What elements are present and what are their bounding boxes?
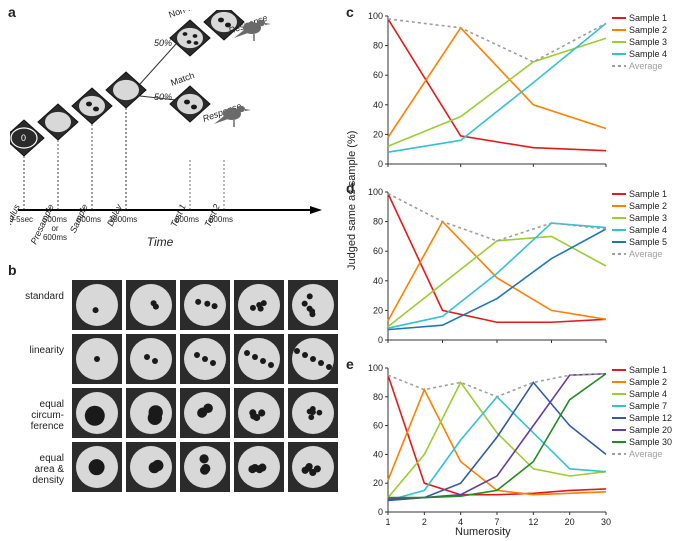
svg-text:Non-Match: Non-Match — [167, 10, 212, 20]
svg-text:Sample 5: Sample 5 — [629, 237, 667, 247]
stimulus-cell — [234, 334, 284, 384]
svg-text:20: 20 — [373, 129, 383, 139]
svg-text:Average: Average — [629, 249, 662, 259]
svg-text:Match: Match — [169, 70, 195, 88]
svg-text:40: 40 — [373, 449, 383, 459]
svg-text:50%: 50% — [154, 92, 172, 102]
svg-text:0: 0 — [378, 335, 383, 345]
svg-text:Sample 12: Sample 12 — [629, 413, 672, 423]
svg-text:2: 2 — [422, 517, 427, 527]
svg-text:800ms: 800ms — [209, 215, 233, 224]
svg-text:1: 1 — [385, 517, 390, 527]
stimulus-cell — [126, 388, 176, 438]
stimulus-cell — [234, 280, 284, 330]
svg-text:60: 60 — [373, 70, 383, 80]
y-axis-label: Judged same as sample (%) — [346, 131, 358, 270]
svg-text:30: 30 — [601, 517, 611, 527]
svg-text:Sample 3: Sample 3 — [629, 213, 667, 223]
svg-text:Go-Stimulus: Go-Stimulus — [10, 202, 22, 252]
svg-text:60: 60 — [373, 246, 383, 256]
stimulus-cell — [288, 442, 338, 492]
svg-text:40: 40 — [373, 276, 383, 286]
svg-text:50%: 50% — [154, 38, 172, 48]
stimulus-cell — [180, 334, 230, 384]
stimulus-cell — [72, 334, 122, 384]
stimulus-cell — [72, 280, 122, 330]
svg-text:20: 20 — [373, 305, 383, 315]
svg-text:80: 80 — [373, 41, 383, 51]
stimulus-row-label: standard — [10, 291, 64, 302]
svg-text:Sample 1: Sample 1 — [629, 365, 667, 375]
stimulus-cell — [288, 334, 338, 384]
svg-text:100: 100 — [368, 11, 383, 21]
svg-text:Sample 4: Sample 4 — [629, 225, 667, 235]
svg-text:60: 60 — [373, 421, 383, 431]
stimulus-cell — [234, 442, 284, 492]
svg-text:80: 80 — [373, 392, 383, 402]
svg-text:40: 40 — [373, 100, 383, 110]
svg-text:0: 0 — [378, 159, 383, 169]
chart-d: 0 20 40 60 80 100 Sample 1 Sample 2 Sample 3 Samp… — [358, 184, 678, 354]
svg-text:Sample 30: Sample 30 — [629, 437, 672, 447]
stimulus-cell — [72, 442, 122, 492]
svg-text:Average: Average — [629, 61, 662, 71]
svg-text:1000ms: 1000ms — [109, 215, 137, 224]
svg-text:Sample 20: Sample 20 — [629, 425, 672, 435]
chart-e: 0204060801001247122030Sample 1Sample 2Sa… — [358, 360, 678, 538]
stimulus-row-label: linearity — [10, 345, 64, 356]
stimulus-row-label: equalarea &density — [10, 453, 64, 486]
svg-text:Sample 4: Sample 4 — [629, 389, 667, 399]
svg-text:800ms: 800ms — [175, 215, 199, 224]
stimulus-sets: standard linearity equalcircum-ference equa… — [10, 280, 340, 530]
svg-text:Sample 2: Sample 2 — [629, 201, 667, 211]
stimulus-cell — [288, 388, 338, 438]
svg-text:Sample 2: Sample 2 — [629, 25, 667, 35]
svg-text:0: 0 — [21, 133, 26, 143]
svg-text:Sample 4: Sample 4 — [629, 49, 667, 59]
svg-text:80: 80 — [373, 217, 383, 227]
stimulus-row-label: equalcircum-ference — [10, 399, 64, 432]
panel-label-e: e — [346, 356, 354, 372]
svg-text:Average: Average — [629, 449, 662, 459]
svg-text:or: or — [51, 224, 58, 233]
stimulus-cell — [180, 442, 230, 492]
svg-text:0-5sec: 0-5sec — [10, 215, 33, 224]
x-axis-label: Numerosity — [455, 526, 511, 538]
stimulus-cell — [234, 388, 284, 438]
svg-text:Sample 3: Sample 3 — [629, 37, 667, 47]
svg-text:Sample 1: Sample 1 — [629, 13, 667, 23]
stimulus-cell — [288, 280, 338, 330]
svg-text:Time: Time — [147, 235, 174, 249]
svg-text:Sample 2: Sample 2 — [629, 377, 667, 387]
svg-text:0: 0 — [378, 507, 383, 517]
y-axis-label-text: Judged same as sample (%) — [346, 131, 358, 270]
svg-text:12: 12 — [528, 517, 538, 527]
chart-c: 0 20 40 60 80 100 Sample 1 Sample 2 Sample 3 Samp… — [358, 8, 678, 178]
stimulus-cell — [72, 388, 122, 438]
panel-label-c: c — [346, 4, 354, 20]
svg-text:100: 100 — [368, 363, 383, 373]
panel-label-b: b — [8, 262, 17, 278]
stimulus-cell — [126, 280, 176, 330]
svg-text:20: 20 — [565, 517, 575, 527]
svg-text:600ms: 600ms — [43, 233, 67, 242]
svg-text:20: 20 — [373, 478, 383, 488]
svg-text:800ms: 800ms — [77, 215, 101, 224]
svg-text:100: 100 — [368, 187, 383, 197]
svg-text:500ms: 500ms — [43, 215, 67, 224]
stimulus-cell — [180, 280, 230, 330]
stimulus-cell — [126, 334, 176, 384]
svg-text:Sample 1: Sample 1 — [629, 189, 667, 199]
stimulus-cell — [126, 442, 176, 492]
stimulus-cell — [180, 388, 230, 438]
task-schematic: 050%50%Non-MatchMatchResponseMatchRespon… — [10, 10, 340, 260]
svg-text:Sample 7: Sample 7 — [629, 401, 667, 411]
